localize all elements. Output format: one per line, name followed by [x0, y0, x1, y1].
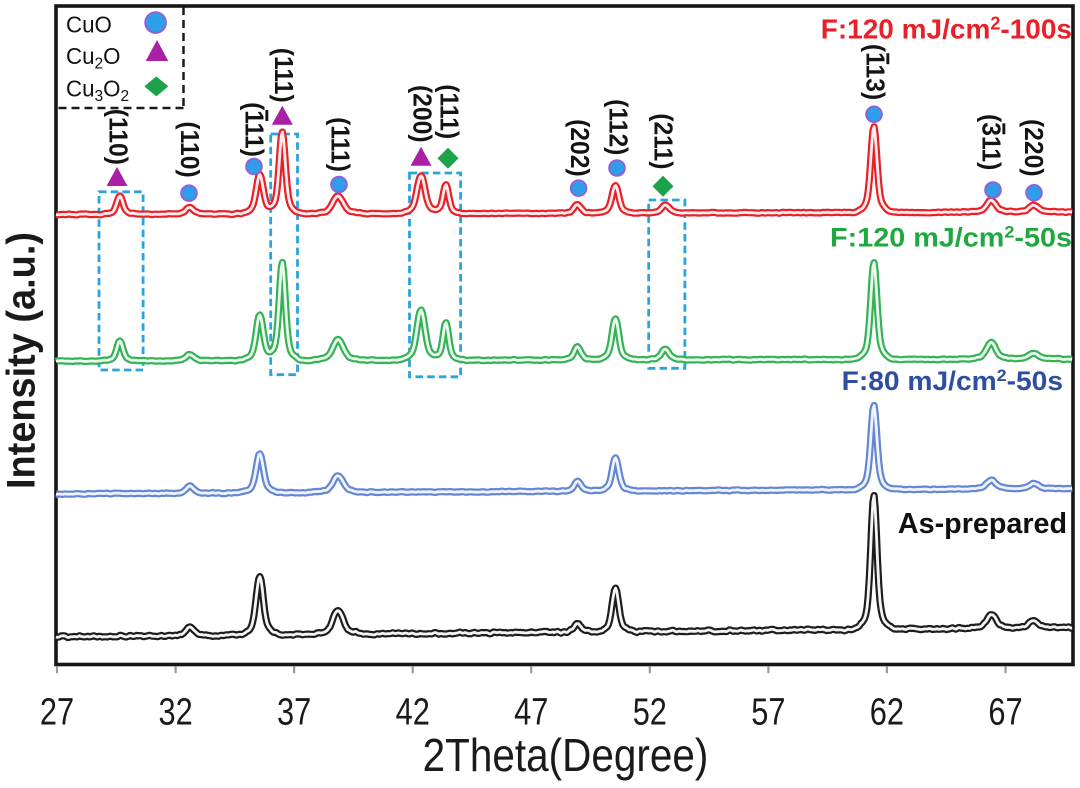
- svg-text:(111): (111): [239, 102, 268, 157]
- svg-text:2Theta(Degree): 2Theta(Degree): [423, 731, 709, 782]
- svg-text:62: 62: [870, 692, 904, 734]
- svg-text:32: 32: [158, 692, 192, 734]
- svg-text:(112): (112): [603, 99, 632, 155]
- svg-text:(111): (111): [434, 84, 463, 139]
- svg-text:57: 57: [751, 692, 785, 734]
- svg-text:Cu2O: Cu2O: [66, 42, 120, 72]
- svg-text:(111): (111): [325, 117, 354, 172]
- svg-text:Intensity (a.u.): Intensity (a.u.): [0, 232, 44, 489]
- svg-text:(311): (311): [976, 114, 1005, 170]
- svg-text:(110): (110): [103, 109, 132, 165]
- svg-text:27: 27: [40, 692, 74, 734]
- svg-text:52: 52: [633, 692, 667, 734]
- svg-text:67: 67: [988, 692, 1022, 734]
- svg-text:(202): (202): [565, 119, 594, 177]
- svg-text:(211): (211): [648, 113, 677, 169]
- svg-text:CuO: CuO: [66, 11, 112, 37]
- svg-text:F:120 mJ/cm2-50s: F:120 mJ/cm2-50s: [830, 222, 1072, 252]
- svg-text:(110): (110): [175, 121, 204, 177]
- svg-text:(113): (113): [860, 44, 889, 100]
- svg-text:37: 37: [277, 692, 311, 734]
- svg-text:(200): (200): [407, 85, 436, 143]
- svg-text:(220): (220): [1019, 119, 1048, 177]
- svg-text:F:120 mJ/cm2-100s: F:120 mJ/cm2-100s: [821, 14, 1072, 45]
- svg-text:(111): (111): [269, 48, 298, 103]
- svg-text:As-prepared: As-prepared: [898, 508, 1067, 540]
- svg-text:F:80 mJ/cm2-50s: F:80 mJ/cm2-50s: [842, 365, 1063, 396]
- svg-text:47: 47: [514, 692, 548, 734]
- svg-text:42: 42: [396, 692, 430, 734]
